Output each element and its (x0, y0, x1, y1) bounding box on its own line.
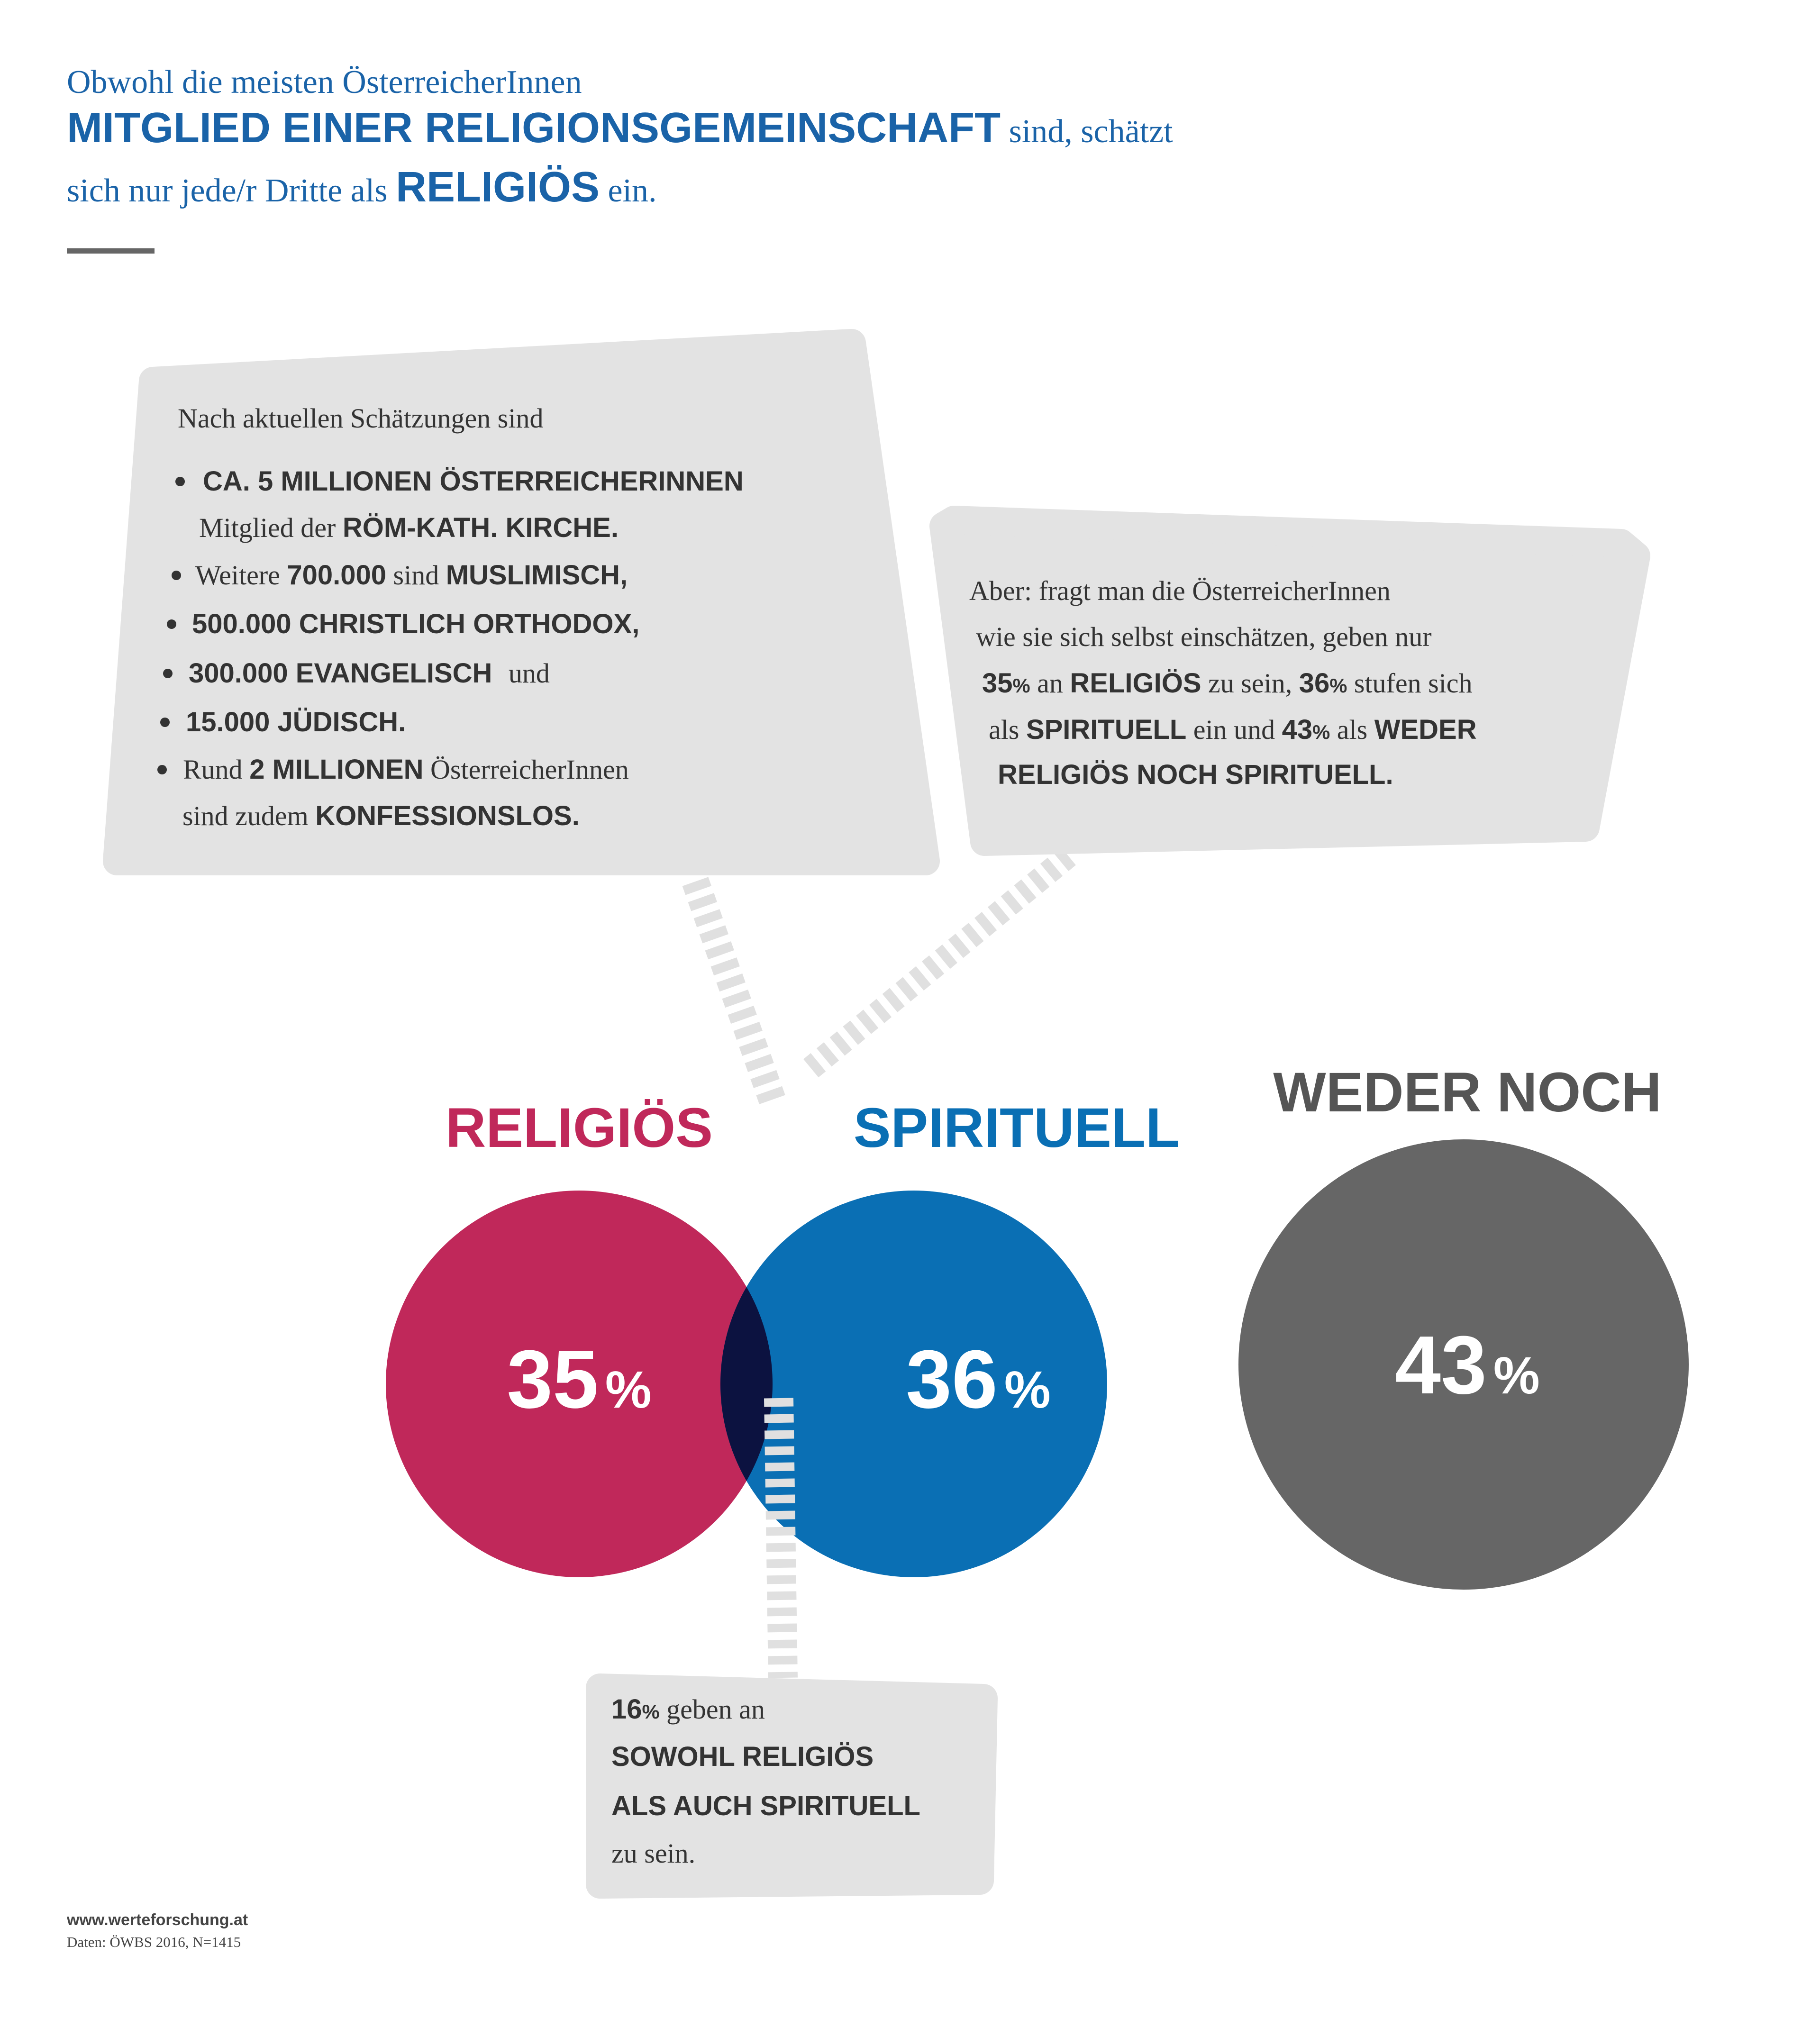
callout-text: Nach aktuellen Schätzungen sind (178, 403, 543, 434)
circle-value: 36% (906, 1333, 1050, 1425)
bullet (175, 477, 185, 486)
callout-emphasis: 35 (982, 668, 1013, 699)
header-text: sich nur jede/r Dritte als (67, 173, 387, 209)
callout-text: sind zudem (182, 800, 309, 831)
callout-text: stufen sich (1354, 668, 1473, 699)
callout-line: Mitglied der RÖM-KATH. KIRCHE. (199, 512, 619, 543)
header-text: ein. (608, 173, 657, 209)
callout-line: 16% geben an (611, 1694, 765, 1725)
bullet (157, 765, 167, 774)
callout-text: ein und (1193, 714, 1275, 745)
callout-line: 15.000 JÜDISCH. (186, 707, 406, 737)
callout-text: wie sie sich selbst einschätzen, geben n… (976, 621, 1432, 652)
callout-emphasis: 43 (1282, 714, 1313, 745)
callout-unit: % (1312, 721, 1330, 743)
callout-line: zu sein. (611, 1838, 695, 1869)
callout-box (929, 506, 1650, 856)
callout-box (586, 1673, 998, 1899)
callout-text: zu sein. (611, 1838, 695, 1869)
callout-unit: % (1329, 674, 1347, 697)
callout-emphasis: ALS AUCH SPIRITUELL (611, 1791, 920, 1821)
connector (764, 1398, 798, 1678)
callout-emphasis: RELIGIÖS NOCH SPIRITUELL. (998, 759, 1393, 790)
callout-line: CA. 5 MILLIONEN ÖSTERREICHERINNEN (203, 466, 744, 497)
callout-emphasis: RELIGIÖS (1070, 668, 1201, 699)
header-line: sich nur jede/r Dritte als RELIGIÖS ein. (67, 164, 657, 211)
circle-value: 43% (1395, 1319, 1539, 1411)
callout-line: 300.000 EVANGELISCH und (189, 658, 550, 689)
callout-text: und (509, 658, 550, 689)
callout-unit: % (642, 1701, 660, 1723)
callout-text: als (1337, 714, 1367, 745)
callout-text: Rund (183, 754, 243, 785)
connector (803, 846, 1076, 1078)
header-rule (67, 248, 155, 254)
header-line: Obwohl die meisten ÖsterreicherInnen (67, 64, 582, 100)
callout-text: Weitere (195, 560, 280, 591)
bullet (167, 619, 176, 629)
callout-emphasis: 15.000 JÜDISCH. (186, 707, 406, 737)
circle-neither (1238, 1139, 1689, 1590)
circle-religious (386, 1191, 773, 1577)
circle-label: WEDER NOCH (1273, 1061, 1661, 1124)
value-number: 43 (1395, 1319, 1487, 1411)
header-emphasis: MITGLIED EINER RELIGIONSGEMEINSCHAFT (67, 104, 1001, 152)
callout-emphasis: WEDER (1374, 714, 1477, 745)
value-unit: % (1004, 1361, 1051, 1419)
callout-emphasis: 500.000 CHRISTLICH ORTHODOX, (192, 609, 639, 639)
value-unit: % (1493, 1346, 1540, 1405)
header-line: MITGLIED EINER RELIGIONSGEMEINSCHAFT sin… (67, 104, 1173, 152)
callout-text: ÖsterreicherInnen (430, 754, 629, 785)
bullet (160, 718, 170, 727)
value-number: 35 (507, 1333, 599, 1425)
callout-emphasis: CA. 5 MILLIONEN ÖSTERREICHERINNEN (203, 466, 744, 497)
callout-text: an (1037, 668, 1063, 699)
callout-emphasis: RÖM-KATH. KIRCHE. (343, 512, 619, 543)
callout-emphasis: MUSLIMISCH, (446, 560, 628, 591)
header-text: Obwohl die meisten ÖsterreicherInnen (67, 64, 582, 100)
callout-box (103, 329, 940, 875)
callout-intro: Nach aktuellen Schätzungen sind (178, 403, 543, 434)
footer-url: www.werteforschung.at (66, 1911, 248, 1929)
footer-source: Daten: ÖWBS 2016, N=1415 (67, 1934, 241, 1950)
circle-value: 35% (507, 1333, 651, 1425)
callout-line: wie sie sich selbst einschätzen, geben n… (976, 621, 1432, 652)
circle-label: RELIGIÖS (446, 1097, 713, 1159)
callout-line: SOWOHL RELIGIÖS (611, 1741, 874, 1772)
bullet (172, 571, 181, 580)
callout-emphasis: SOWOHL RELIGIÖS (611, 1741, 874, 1772)
callout-text: als (989, 714, 1019, 745)
callout-emphasis: KONFESSIONSLOS. (315, 800, 580, 831)
callout-line: 35% an RELIGIÖS zu sein, 36% stufen sich (982, 668, 1473, 699)
callout-line: sind zudem KONFESSIONSLOS. (182, 800, 580, 831)
callout-text: Mitglied der (199, 512, 336, 543)
callout-text: Aber: fragt man die ÖsterreicherInnen (969, 575, 1391, 606)
callout-unit: % (1013, 674, 1030, 697)
circle-spiritual (720, 1191, 1107, 1577)
circle-label: SPIRITUELL (854, 1097, 1180, 1159)
callout-emphasis: 16 (611, 1694, 642, 1725)
callout-line: 500.000 CHRISTLICH ORTHODOX, (192, 609, 639, 639)
callout-text: geben an (666, 1694, 765, 1725)
callout-emphasis: 700.000 (287, 560, 386, 591)
header-emphasis: RELIGIÖS (396, 164, 600, 211)
callout-text: sind (393, 560, 439, 591)
callout-line: als SPIRITUELL ein und 43% als WEDER (989, 714, 1477, 745)
callout-line: RELIGIÖS NOCH SPIRITUELL. (998, 759, 1393, 790)
value-unit: % (605, 1361, 652, 1419)
callout-text: zu sein, (1208, 668, 1292, 699)
header-text: sind, schätzt (1009, 113, 1174, 150)
bullet (163, 669, 173, 678)
value-number: 36 (906, 1333, 998, 1425)
callout-line: Weitere 700.000 sind MUSLIMISCH, (195, 560, 628, 591)
connector (682, 877, 786, 1105)
callout-line: Aber: fragt man die ÖsterreicherInnen (969, 575, 1391, 606)
callout-emphasis: 2 MILLIONEN (249, 754, 423, 785)
callout-line: ALS AUCH SPIRITUELL (611, 1791, 920, 1821)
callout-emphasis: SPIRITUELL (1026, 714, 1186, 745)
callout-line: Rund 2 MILLIONEN ÖsterreicherInnen (183, 754, 629, 785)
callout-emphasis: 36 (1299, 668, 1330, 699)
callout-emphasis: 300.000 EVANGELISCH (189, 658, 492, 689)
